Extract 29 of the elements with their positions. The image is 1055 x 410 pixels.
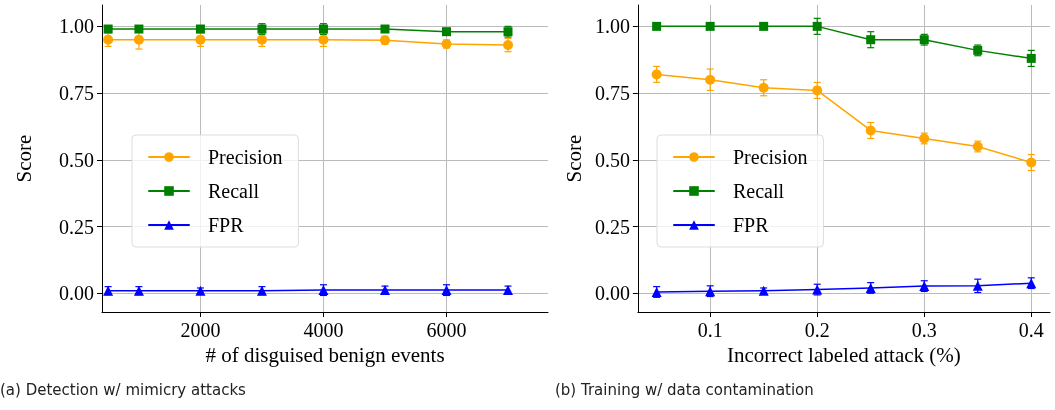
text: (a) Detection w/ mimicry attacks <box>0 380 247 399</box>
x-axis-title: Incorrect labeled attack (%) <box>727 343 961 368</box>
y-tick-label: 0.75 <box>59 82 94 105</box>
text: (b) Training w/ data contamination <box>555 380 814 399</box>
y-tick-label: 0.00 <box>59 282 94 305</box>
y-tick-label: 0.50 <box>594 148 630 171</box>
y-tick-label: 0.75 <box>594 82 630 105</box>
y-axis-title: Score <box>11 134 36 183</box>
y-tick-label: 0.25 <box>59 215 94 238</box>
y-tick-label: 0.25 <box>594 215 630 238</box>
y-tick-label: 0.00 <box>594 282 630 305</box>
x-axis-title: # of disguised benign events <box>205 343 445 368</box>
legend-label: Precision <box>208 146 283 168</box>
x-tick-label: 0.2 <box>804 319 830 341</box>
legend-label: Recall <box>733 180 785 202</box>
x-tick-label: 6000 <box>426 319 467 341</box>
x-tick-label: 4000 <box>303 319 344 341</box>
y-axis-title: Score <box>561 134 586 183</box>
x-tick-label: 0.1 <box>697 319 723 341</box>
y-tick-label: 1.00 <box>594 15 630 38</box>
y-tick-label: 1.00 <box>59 15 94 38</box>
y-tick-label: 0.50 <box>59 148 94 171</box>
legend-label: FPR <box>208 214 245 236</box>
legend-label: FPR <box>733 214 770 236</box>
x-tick-label: 0.4 <box>1018 319 1044 341</box>
x-tick-label: 2000 <box>180 319 221 341</box>
legend-label: Recall <box>208 180 260 202</box>
x-tick-label: 0.3 <box>911 319 937 341</box>
legend-label: Precision <box>733 146 808 168</box>
